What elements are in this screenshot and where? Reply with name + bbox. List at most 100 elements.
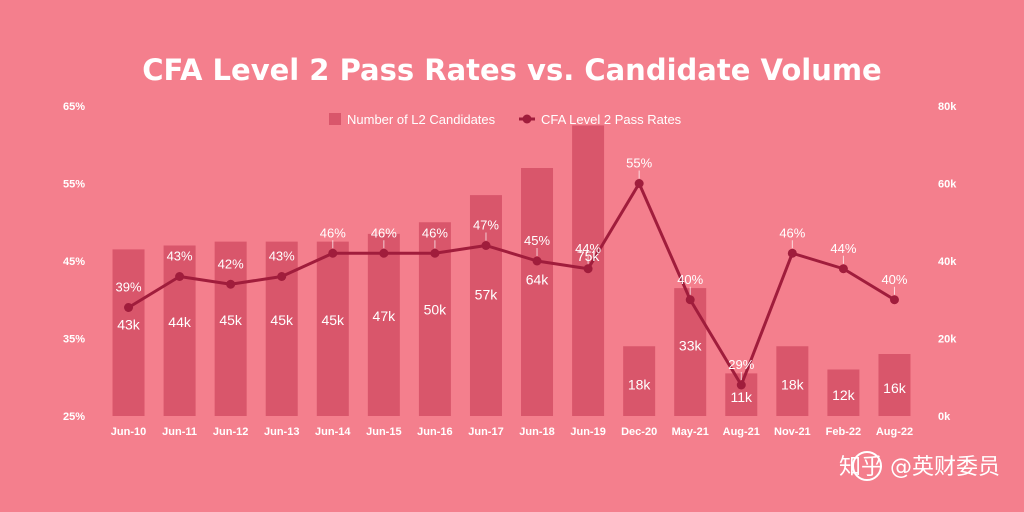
- pass-rate-value-label: 40%: [677, 272, 703, 287]
- pass-rate-point-Jun-19: [583, 264, 593, 274]
- y-right-tick: 60k: [938, 179, 957, 191]
- bar-Jun-13: [265, 241, 298, 416]
- bar-value-label: 18k: [781, 377, 805, 393]
- pass-rate-value-label: 46%: [422, 225, 448, 240]
- pass-rate-value-label: 46%: [371, 225, 397, 240]
- pass-rate-label-group: 45%: [524, 233, 550, 256]
- pass-rate-label-group: 46%: [320, 225, 346, 249]
- y-left-tick: 65%: [63, 101, 85, 113]
- x-tick: Jun-12: [213, 426, 248, 438]
- pass-rate-value-label: 39%: [116, 280, 142, 295]
- pass-rate-point-Jun-11: [175, 272, 185, 281]
- legend-line-label: CFA Level 2 Pass Rates: [541, 112, 682, 127]
- y-right-tick: 20k: [938, 334, 957, 346]
- x-tick: Feb-22: [826, 426, 861, 438]
- x-tick: Jun-14: [315, 426, 351, 438]
- bar-value-label: 11k: [731, 389, 754, 405]
- pass-rate-point-Jun-13: [277, 272, 287, 281]
- bar-Jun-15: [367, 233, 400, 416]
- pass-rate-value-label: 47%: [473, 218, 499, 233]
- y-right-tick: 0k: [938, 411, 951, 423]
- y-left-tick: 45%: [63, 256, 85, 268]
- bar-value-label: 43k: [117, 316, 141, 332]
- pass-rate-value-label: 42%: [218, 256, 244, 271]
- pass-rate-value-label: 43%: [167, 249, 193, 264]
- watermark-text: 知乎 @英财委员: [839, 455, 1000, 480]
- x-tick: Jun-18: [519, 426, 554, 438]
- axes: 65% 55% 45% 35% 25% 80k 60k 40k 20k 0k Jun-10 Jun-1…: [63, 101, 957, 438]
- bar-Aug-21: [725, 373, 758, 416]
- pass-rate-point-Jun-17: [481, 241, 491, 250]
- bar-value-label: 16k: [883, 380, 907, 396]
- pass-rate-label-group: 44%: [575, 241, 602, 264]
- pass-rate-label-group: 43%: [167, 249, 193, 264]
- x-tick: Jun-10: [111, 426, 146, 438]
- pass-rate-value-label: 43%: [269, 249, 295, 264]
- y-right-tick: 40k: [938, 256, 957, 268]
- pass-rate-point-May-21: [685, 295, 695, 305]
- bar-value-label: 44k: [168, 314, 192, 330]
- pass-rate-value-label: 40%: [881, 272, 907, 287]
- bar-Nov-21: [776, 346, 809, 416]
- x-tick: Nov-21: [774, 426, 811, 438]
- bar-value-label: 47k: [373, 308, 397, 324]
- pass-rate-value-label: 44%: [575, 241, 601, 256]
- pass-rate-label-group: 39%: [116, 280, 142, 295]
- pass-rate-point-Aug-21: [736, 380, 746, 390]
- data-labels: 43k 44k 45k 45k 45k 47k 50k57k64k75k18k33k11k1…: [116, 156, 908, 405]
- legend-bar-swatch: [329, 113, 341, 125]
- pass-rate-label-group: 55%: [626, 156, 653, 179]
- pass-rate-label-group: 46%: [371, 225, 397, 249]
- bar-Jun-11: [163, 245, 196, 416]
- pass-rate-polyline: [127, 182, 896, 387]
- pass-rate-label-group: 47%: [473, 218, 499, 241]
- pass-rate-value-label: 44%: [830, 241, 856, 256]
- bar-value-label: 33k: [679, 338, 703, 354]
- y-left-tick: 35%: [63, 334, 85, 346]
- pass-rate-value-label: 46%: [779, 225, 805, 240]
- pass-rate-value-label: 45%: [524, 233, 550, 248]
- pass-rate-point-Jun-10: [124, 303, 134, 312]
- bar-Dec-20: [623, 346, 656, 416]
- y-left-tick: 25%: [63, 411, 85, 423]
- pass-rate-point-Jun-12: [226, 279, 236, 289]
- bar-value-label: 50k: [424, 301, 448, 317]
- pass-rate-point-Jun-15: [379, 248, 389, 258]
- bar-value-label: 45k: [219, 312, 243, 328]
- x-tick: Aug-21: [723, 426, 760, 438]
- watermark-logo-icon: [852, 451, 882, 481]
- pass-rate-label-group: 46%: [422, 225, 448, 249]
- pass-rate-point-Jun-16: [430, 248, 440, 258]
- x-tick: Aug-22: [876, 426, 913, 438]
- pass-rate-label-group: 40%: [677, 272, 704, 295]
- bar-value-label: 57k: [475, 287, 499, 303]
- pass-rate-point-Jun-18: [532, 256, 542, 266]
- pass-rate-point-Feb-22: [838, 264, 848, 274]
- bar-Jun-14: [316, 241, 349, 416]
- pass-rate-value-label: 46%: [320, 225, 346, 240]
- pass-rate-label-group: 44%: [830, 241, 857, 264]
- legend-bar-label: Number of L2 Candidates: [347, 112, 496, 127]
- bar-Feb-22: [827, 369, 860, 416]
- bar-May-21: [674, 288, 707, 416]
- bar-Jun-17: [469, 195, 502, 416]
- legend-line-marker: [522, 114, 532, 124]
- bar-value-label: 12k: [832, 387, 856, 403]
- y-left-tick: 55%: [63, 179, 85, 191]
- pass-rate-line: [124, 179, 899, 390]
- pass-rate-point-Jun-14: [328, 248, 338, 258]
- pass-rate-label-group: 46%: [779, 225, 806, 249]
- x-tick: Jun-17: [468, 426, 503, 438]
- pass-rate-point-Nov-21: [787, 248, 797, 258]
- x-tick: Jun-19: [570, 426, 605, 438]
- bar-value-label: 64k: [526, 272, 550, 288]
- legend: Number of L2 Candidates CFA Level 2 Pass…: [329, 112, 682, 127]
- pass-rate-label-group: 43%: [269, 249, 295, 264]
- x-tick: Dec-20: [621, 426, 657, 438]
- x-tick: Jun-16: [417, 426, 452, 438]
- bar-value-label: 45k: [270, 312, 294, 328]
- bar-Jun-18: [521, 168, 554, 416]
- watermark: 知乎 @英财委员: [839, 451, 1000, 481]
- pass-rate-point-Dec-20: [634, 179, 644, 188]
